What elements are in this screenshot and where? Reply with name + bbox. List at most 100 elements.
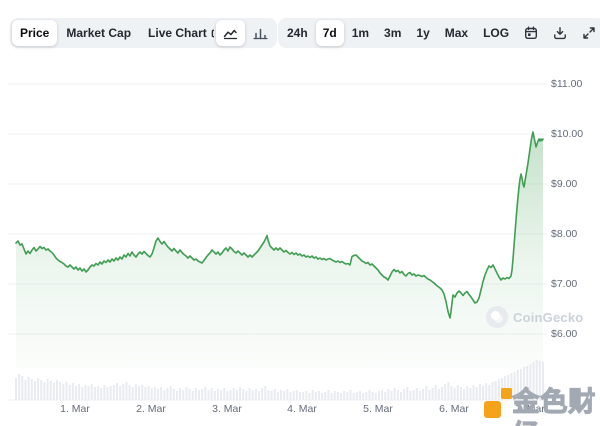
volume-bar	[188, 389, 191, 400]
coingecko-watermark: CoinGecko	[486, 306, 583, 328]
volume-bar	[144, 387, 147, 400]
volume-bar	[185, 387, 188, 400]
volume-bar	[507, 375, 510, 400]
volume-bar	[475, 387, 478, 400]
volume-bar	[406, 387, 409, 400]
volume-bar	[422, 389, 425, 400]
x-axis-label: 4. Mar	[287, 403, 317, 415]
volume-bar	[220, 390, 223, 400]
range-1m-label: 1m	[351, 26, 370, 40]
range-1y[interactable]: 1y	[409, 20, 436, 46]
volume-bar	[138, 386, 141, 400]
volume-bar	[368, 390, 371, 400]
volume-bar	[169, 386, 172, 400]
volume-bar	[371, 392, 374, 400]
volume-bar	[352, 393, 355, 400]
fullscreen-button[interactable]	[575, 20, 600, 46]
volume-bar	[327, 390, 330, 400]
range-max[interactable]: Max	[438, 20, 475, 46]
volume-bar	[267, 390, 270, 400]
volume-bar	[226, 391, 229, 400]
volume-bar	[393, 388, 396, 400]
range-1m[interactable]: 1m	[345, 20, 376, 46]
volume-bar	[346, 392, 349, 400]
coingecko-logo-icon	[486, 306, 508, 328]
bar-chart-button[interactable]	[246, 20, 275, 46]
volume-bar	[418, 391, 421, 400]
volume-bar	[399, 392, 402, 400]
metric-tabs: Price Market Cap Live Chart	[10, 18, 232, 48]
range-3m[interactable]: 3m	[377, 20, 408, 46]
volume-bar	[431, 388, 434, 400]
volume-bar	[65, 382, 68, 400]
volume-bar	[497, 379, 500, 400]
volume-bar	[141, 385, 144, 400]
volume-bar	[172, 389, 175, 400]
calendar-icon	[524, 26, 538, 40]
volume-bar	[283, 391, 286, 400]
volume-bar	[336, 392, 339, 400]
volume-bar	[340, 393, 343, 400]
volume-bar	[343, 391, 346, 400]
tab-price[interactable]: Price	[12, 20, 58, 46]
line-chart-button[interactable]	[216, 20, 245, 46]
volume-bar	[447, 382, 450, 400]
volume-bar	[204, 387, 207, 400]
volume-bar	[56, 380, 59, 400]
volume-bar	[305, 391, 308, 400]
volume-bar	[463, 389, 466, 400]
volume-bar	[131, 387, 134, 400]
volume-bar	[264, 386, 267, 400]
volume-bar	[106, 387, 109, 400]
tab-market-cap[interactable]: Market Cap	[58, 20, 139, 46]
y-axis-label: $8.00	[551, 228, 578, 240]
volume-bar	[81, 387, 84, 400]
volume-bar	[478, 384, 481, 400]
volume-bar	[37, 378, 40, 400]
volume-bar	[21, 376, 24, 400]
volume-bar	[494, 381, 497, 400]
volume-bar	[62, 384, 65, 400]
date-range-button[interactable]	[517, 20, 545, 46]
line-chart-icon	[223, 27, 238, 40]
volume-bar	[40, 380, 43, 400]
volume-bar	[317, 391, 320, 400]
volume-bar	[163, 390, 166, 400]
volume-bar	[374, 393, 377, 400]
volume-bar	[529, 364, 532, 400]
volume-bar	[153, 387, 156, 400]
range-max-label: Max	[444, 26, 469, 40]
volume-bar	[516, 370, 519, 400]
volume-bar	[109, 386, 112, 400]
volume-bar	[115, 383, 118, 400]
volume-bar	[251, 390, 254, 400]
volume-bar	[179, 388, 182, 400]
volume-bar	[437, 389, 440, 400]
volume-bar	[147, 386, 150, 400]
volume-bar	[52, 383, 55, 400]
volume-bar	[469, 388, 472, 400]
range-7d-label: 7d	[322, 26, 337, 40]
volume-bar	[87, 386, 90, 400]
volume-bar	[261, 388, 264, 400]
download-button[interactable]	[546, 20, 574, 46]
coingecko-watermark-text: CoinGecko	[513, 309, 584, 325]
range-7d[interactable]: 7d	[315, 20, 344, 46]
volume-bar	[311, 390, 314, 400]
volume-bar	[30, 379, 33, 400]
volume-bar	[119, 386, 122, 400]
volume-bar	[270, 391, 273, 400]
range-24h[interactable]: 24h	[280, 20, 315, 46]
volume-bar	[33, 381, 36, 400]
volume-bar	[453, 388, 456, 400]
volume-bar	[100, 388, 103, 400]
volume-bar	[384, 392, 387, 400]
volume-bar	[488, 385, 491, 400]
price-area-fill	[16, 132, 543, 368]
log-scale-toggle[interactable]: LOG	[476, 20, 516, 46]
volume-bar	[97, 386, 100, 400]
volume-bar	[403, 389, 406, 400]
volume-bar	[355, 392, 358, 400]
